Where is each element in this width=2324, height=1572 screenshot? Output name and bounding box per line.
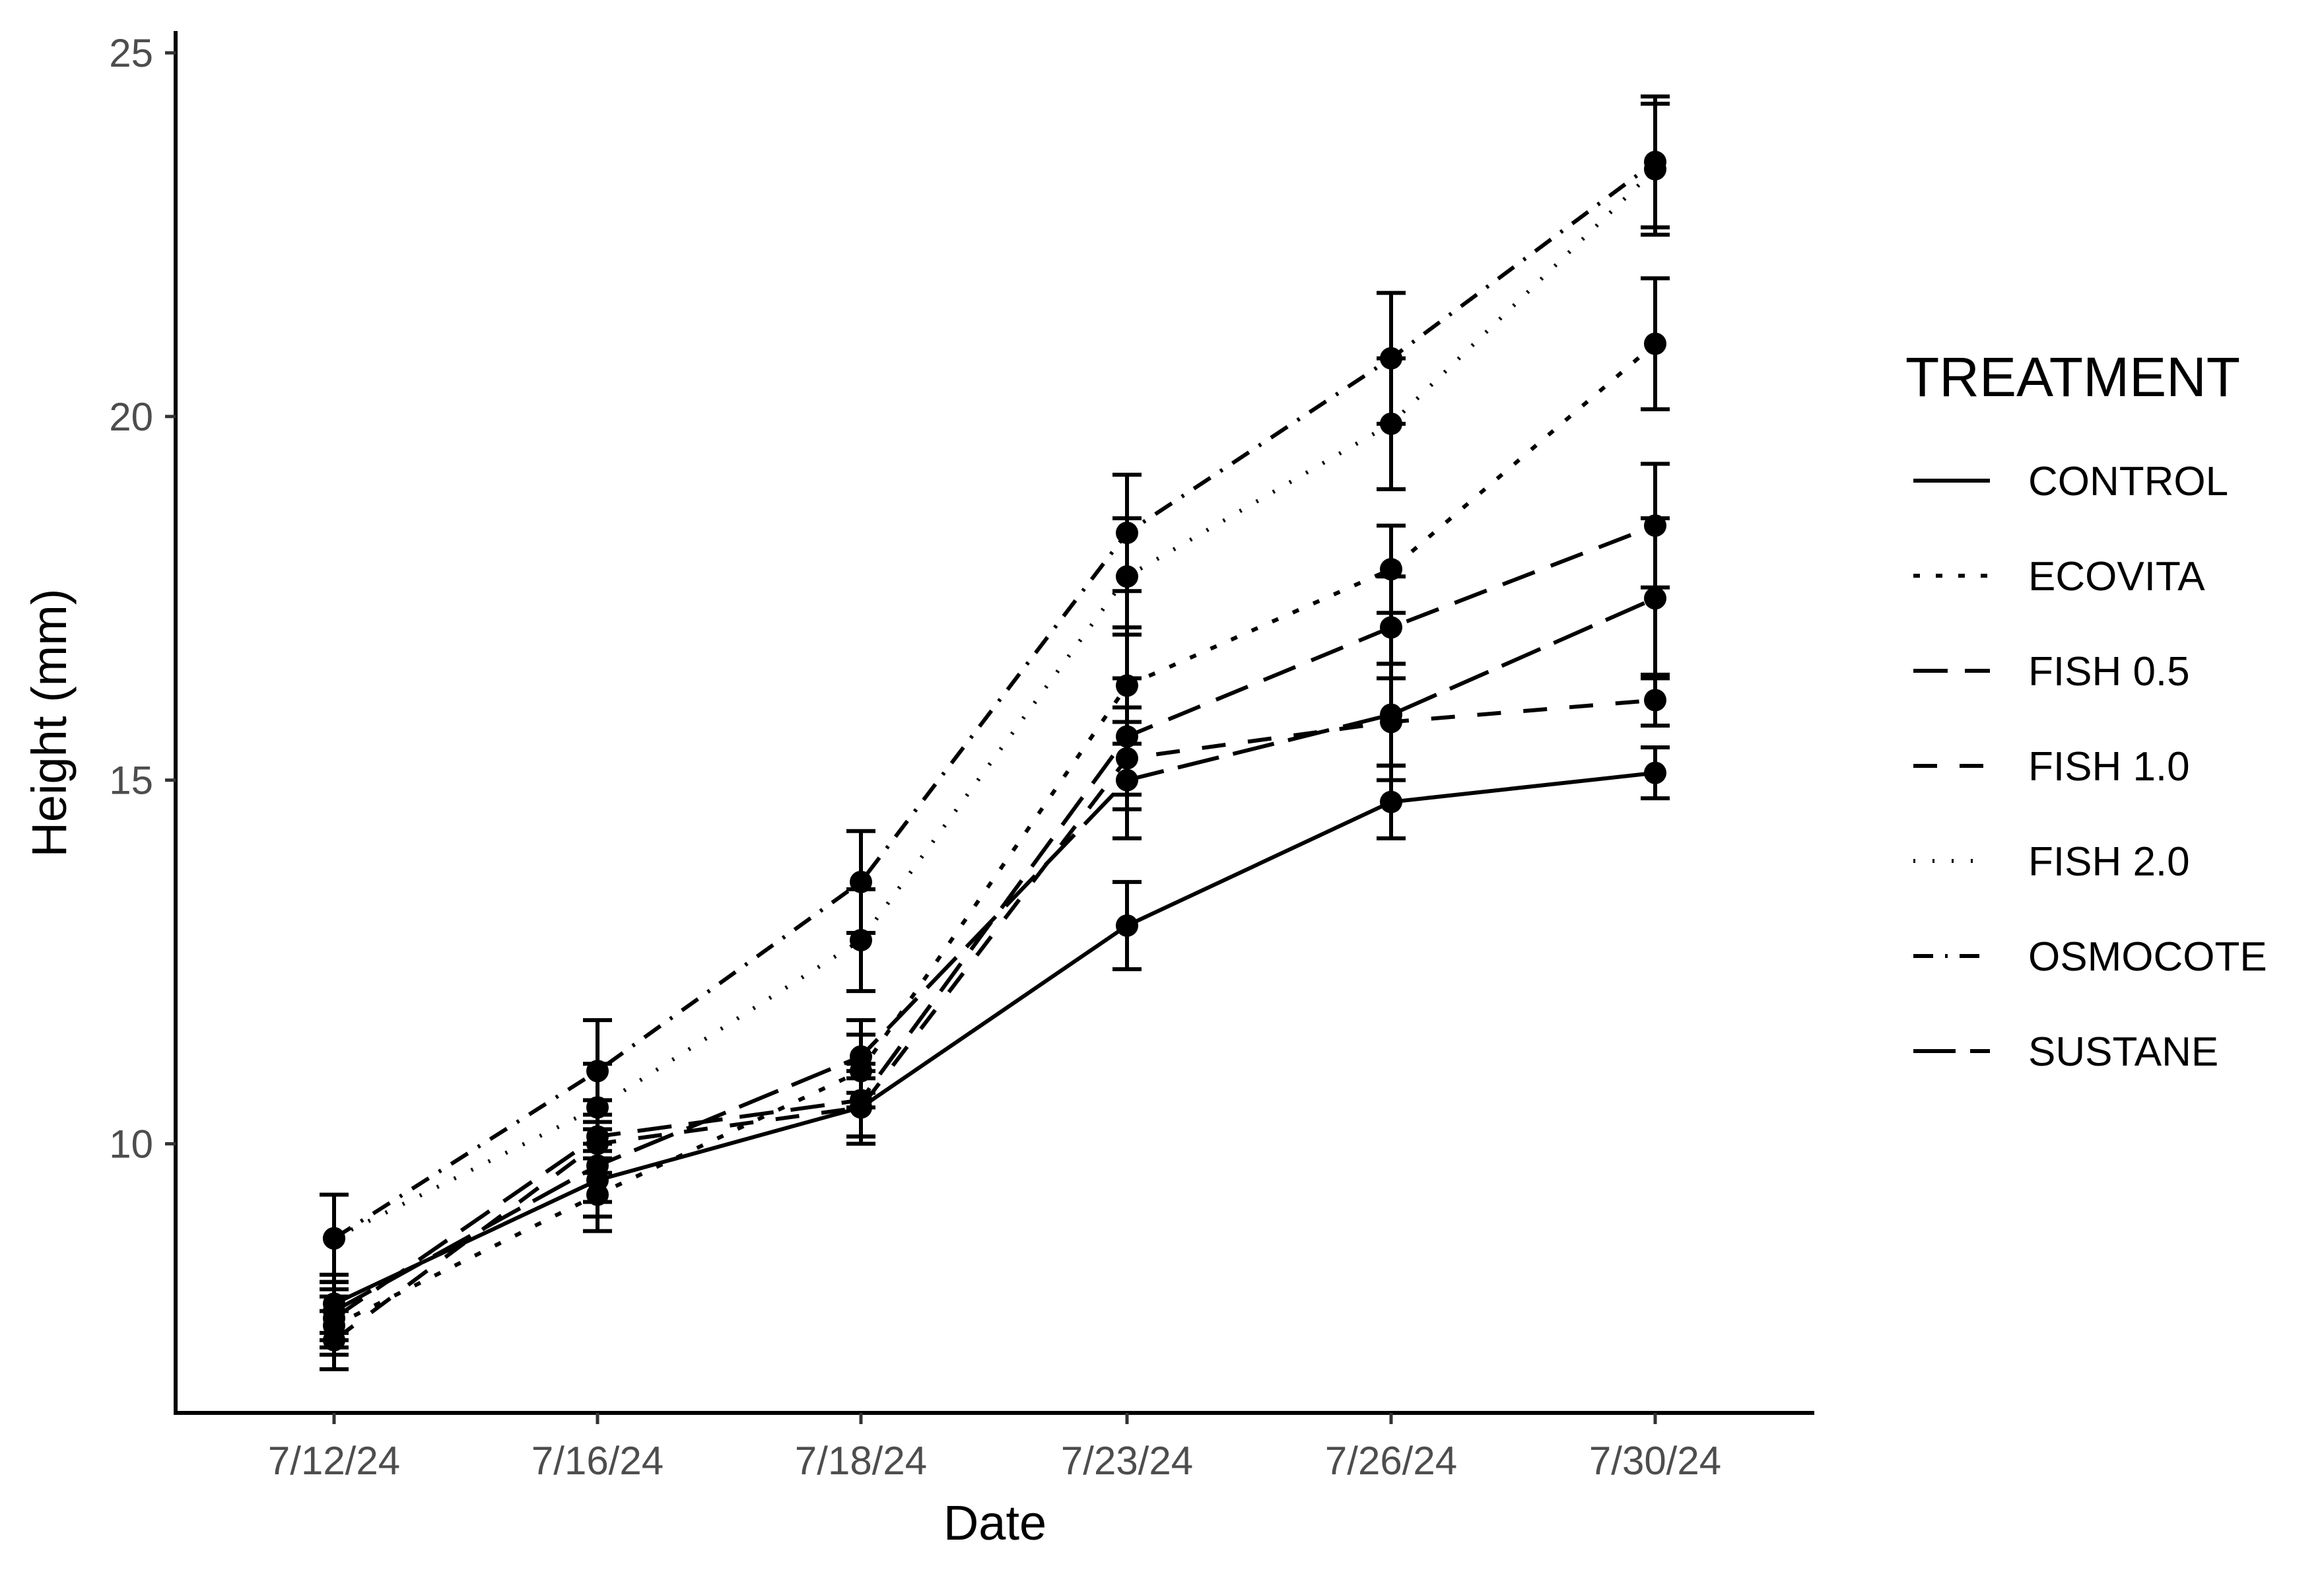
x-tick-label: 7/30/24: [1589, 1439, 1721, 1483]
legend-item: OSMOCOTE: [1913, 934, 2267, 980]
legend-item: FISH 2.0: [1913, 839, 2190, 885]
series-line: [333, 342, 1657, 1328]
x-ticks: 7/12/24 7/16/24 7/18/24 7/23/24 7/26/24 7/30/…: [268, 1413, 1721, 1483]
legend-item: FISH 0.5: [1913, 649, 2190, 695]
x-tick-label: 7/16/24: [531, 1439, 664, 1483]
series-osmocote: [320, 94, 1670, 1284]
series-ecovita: [320, 276, 1670, 1357]
data-point: [586, 1154, 609, 1177]
x-tick-label: 7/18/24: [795, 1439, 927, 1483]
data-point: [1116, 769, 1138, 792]
data-point: [1644, 587, 1666, 610]
data-point: [1644, 761, 1666, 784]
legend-item: FISH 1.0: [1913, 744, 2190, 790]
data-point: [323, 1227, 345, 1250]
y-tick-label: 15: [109, 759, 153, 803]
data-point: [323, 1299, 345, 1322]
data-point: [850, 870, 872, 893]
legend-item: CONTROL: [1913, 459, 2228, 504]
legend-label: CONTROL: [2028, 459, 2228, 504]
x-tick-label: 7/23/24: [1061, 1439, 1193, 1483]
data-point: [1644, 689, 1666, 712]
data-point: [1116, 522, 1138, 545]
series-line: [333, 698, 1656, 1342]
data-point: [1380, 703, 1402, 726]
series-line: [333, 524, 1657, 1320]
legend-label: OSMOCOTE: [2028, 934, 2267, 980]
legend: TREATMENT CONTROL ECOVITA FISH 0.5 FISH 1.0…: [1905, 346, 2267, 1075]
y-tick-label: 10: [109, 1122, 153, 1166]
axes: 10 15 20 25 7/12/24 7/16/24 7/18/24 7/23/24 7/2…: [22, 31, 1814, 1550]
series-fish-2-0: [320, 102, 1670, 1284]
series-line: [333, 770, 1656, 1306]
legend-title: TREATMENT: [1905, 346, 2240, 408]
data-point: [850, 1096, 872, 1119]
legend-label: ECOVITA: [2028, 554, 2205, 599]
data-point: [1644, 332, 1666, 355]
y-axis-title: Height (mm): [22, 588, 77, 857]
plot-area: [320, 94, 1670, 1371]
data-point: [586, 1060, 609, 1083]
x-tick-label: 7/12/24: [268, 1439, 400, 1483]
legend-label: SUSTANE: [2028, 1029, 2218, 1075]
data-point: [1380, 347, 1402, 370]
legend-items: CONTROL ECOVITA FISH 0.5 FISH 1.0 FISH 2.0 OS…: [1913, 459, 2267, 1075]
data-point: [1644, 151, 1666, 174]
legend-label: FISH 1.0: [2028, 744, 2190, 790]
x-tick-label: 7/26/24: [1325, 1439, 1457, 1483]
data-point: [1380, 790, 1402, 813]
data-point: [1116, 914, 1138, 937]
data-point: [850, 1045, 872, 1068]
series-control: [320, 745, 1670, 1335]
legend-item: ECOVITA: [1913, 554, 2205, 599]
series-line: [333, 168, 1657, 1241]
y-ticks: 10 15 20 25: [109, 31, 176, 1166]
y-tick-label: 20: [109, 395, 153, 439]
series-line: [333, 160, 1657, 1241]
series-line: [333, 596, 1657, 1313]
y-tick-label: 25: [109, 31, 153, 75]
data-point: [1380, 616, 1402, 639]
legend-item: SUSTANE: [1913, 1029, 2218, 1075]
legend-label: FISH 2.0: [2028, 839, 2190, 885]
legend-label: FISH 0.5: [2028, 649, 2190, 695]
x-axis-title: Date: [943, 1495, 1046, 1550]
series-sustane: [320, 516, 1670, 1342]
